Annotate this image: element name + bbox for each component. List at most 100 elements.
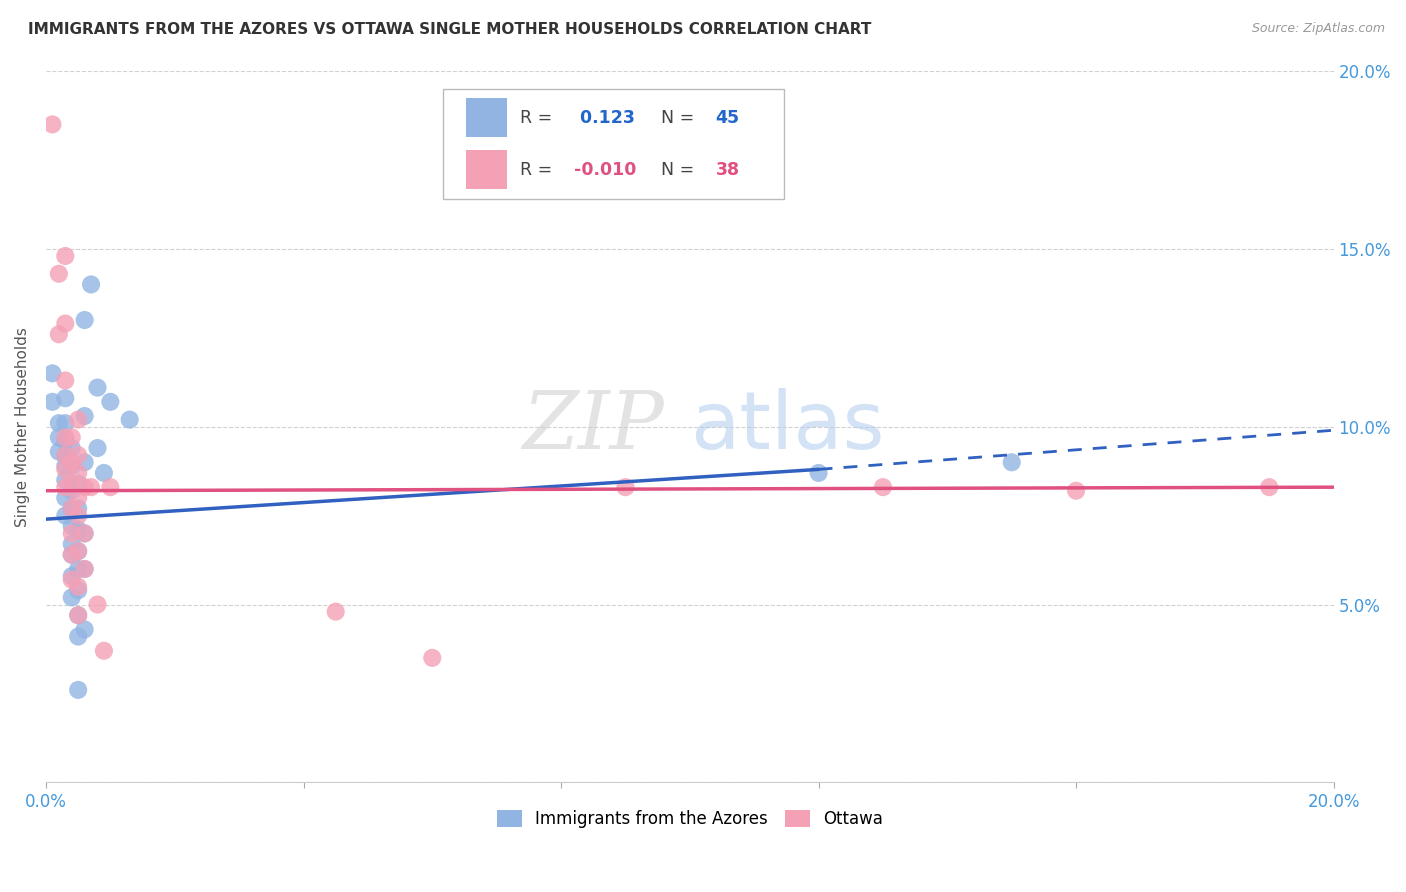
Point — [53, 491, 76, 505]
Point — [1001, 455, 1024, 469]
Point — [1258, 480, 1281, 494]
Point — [48, 327, 70, 342]
Point — [86, 381, 108, 395]
Point — [60, 430, 83, 444]
Point — [325, 605, 347, 619]
Point — [67, 544, 90, 558]
Point — [73, 480, 96, 494]
Point — [48, 430, 70, 444]
Text: R =: R = — [520, 161, 558, 179]
Point — [98, 394, 121, 409]
Point — [73, 313, 96, 327]
Point — [420, 651, 443, 665]
Text: 0.123: 0.123 — [574, 110, 634, 128]
Point — [48, 267, 70, 281]
Point — [614, 480, 637, 494]
Point — [1064, 483, 1087, 498]
Point — [872, 480, 894, 494]
Point — [60, 569, 83, 583]
Point — [60, 548, 83, 562]
Point — [73, 409, 96, 423]
Text: -0.010: -0.010 — [574, 161, 637, 179]
Point — [53, 480, 76, 494]
Point — [60, 455, 83, 469]
Point — [41, 117, 63, 131]
Point — [60, 441, 83, 455]
Point — [67, 608, 90, 623]
Point — [80, 480, 103, 494]
Point — [48, 444, 70, 458]
Legend: Immigrants from the Azores, Ottawa: Immigrants from the Azores, Ottawa — [491, 803, 890, 835]
Point — [60, 519, 83, 533]
Point — [60, 501, 83, 516]
Point — [53, 430, 76, 444]
Point — [73, 623, 96, 637]
Point — [60, 476, 83, 491]
Text: N =: N = — [661, 161, 700, 179]
Point — [60, 458, 83, 473]
Point — [67, 580, 90, 594]
Text: R =: R = — [520, 110, 558, 128]
Point — [807, 466, 830, 480]
Point — [67, 476, 90, 491]
Point — [73, 526, 96, 541]
Point — [67, 562, 90, 576]
Point — [118, 412, 141, 426]
Point — [53, 416, 76, 430]
Point — [53, 473, 76, 487]
Point — [53, 249, 76, 263]
Point — [86, 598, 108, 612]
Text: 45: 45 — [716, 110, 740, 128]
Point — [67, 491, 90, 505]
Point — [67, 630, 90, 644]
FancyBboxPatch shape — [465, 98, 508, 137]
Point — [60, 483, 83, 498]
Text: 38: 38 — [716, 161, 740, 179]
Text: IMMIGRANTS FROM THE AZORES VS OTTAWA SINGLE MOTHER HOUSEHOLDS CORRELATION CHART: IMMIGRANTS FROM THE AZORES VS OTTAWA SIN… — [28, 22, 872, 37]
Point — [73, 455, 96, 469]
Point — [60, 501, 83, 516]
Text: N =: N = — [661, 110, 700, 128]
Text: ZIP: ZIP — [522, 388, 664, 466]
Point — [53, 391, 76, 405]
Point — [80, 277, 103, 292]
Point — [67, 501, 90, 516]
Point — [67, 608, 90, 623]
Point — [67, 508, 90, 523]
Point — [41, 394, 63, 409]
Point — [67, 523, 90, 537]
Point — [53, 508, 76, 523]
Point — [93, 644, 115, 658]
Point — [73, 526, 96, 541]
Point — [53, 448, 76, 462]
Point — [67, 412, 90, 426]
Y-axis label: Single Mother Households: Single Mother Households — [15, 326, 30, 526]
Point — [60, 548, 83, 562]
Point — [60, 591, 83, 605]
Point — [67, 466, 90, 480]
Point — [60, 526, 83, 541]
Point — [67, 682, 90, 697]
Point — [67, 448, 90, 462]
Point — [73, 562, 96, 576]
Point — [53, 448, 76, 462]
Text: atlas: atlas — [690, 388, 884, 466]
Point — [53, 317, 76, 331]
Point — [53, 462, 76, 476]
Point — [67, 583, 90, 598]
Point — [86, 441, 108, 455]
Point — [67, 544, 90, 558]
Point — [93, 466, 115, 480]
Point — [60, 573, 83, 587]
Point — [48, 416, 70, 430]
Point — [41, 367, 63, 381]
FancyBboxPatch shape — [443, 89, 783, 199]
Point — [53, 434, 76, 448]
Point — [98, 480, 121, 494]
Point — [73, 562, 96, 576]
Point — [60, 537, 83, 551]
Text: Source: ZipAtlas.com: Source: ZipAtlas.com — [1251, 22, 1385, 36]
FancyBboxPatch shape — [465, 150, 508, 189]
Point — [53, 458, 76, 473]
Point — [53, 374, 76, 388]
